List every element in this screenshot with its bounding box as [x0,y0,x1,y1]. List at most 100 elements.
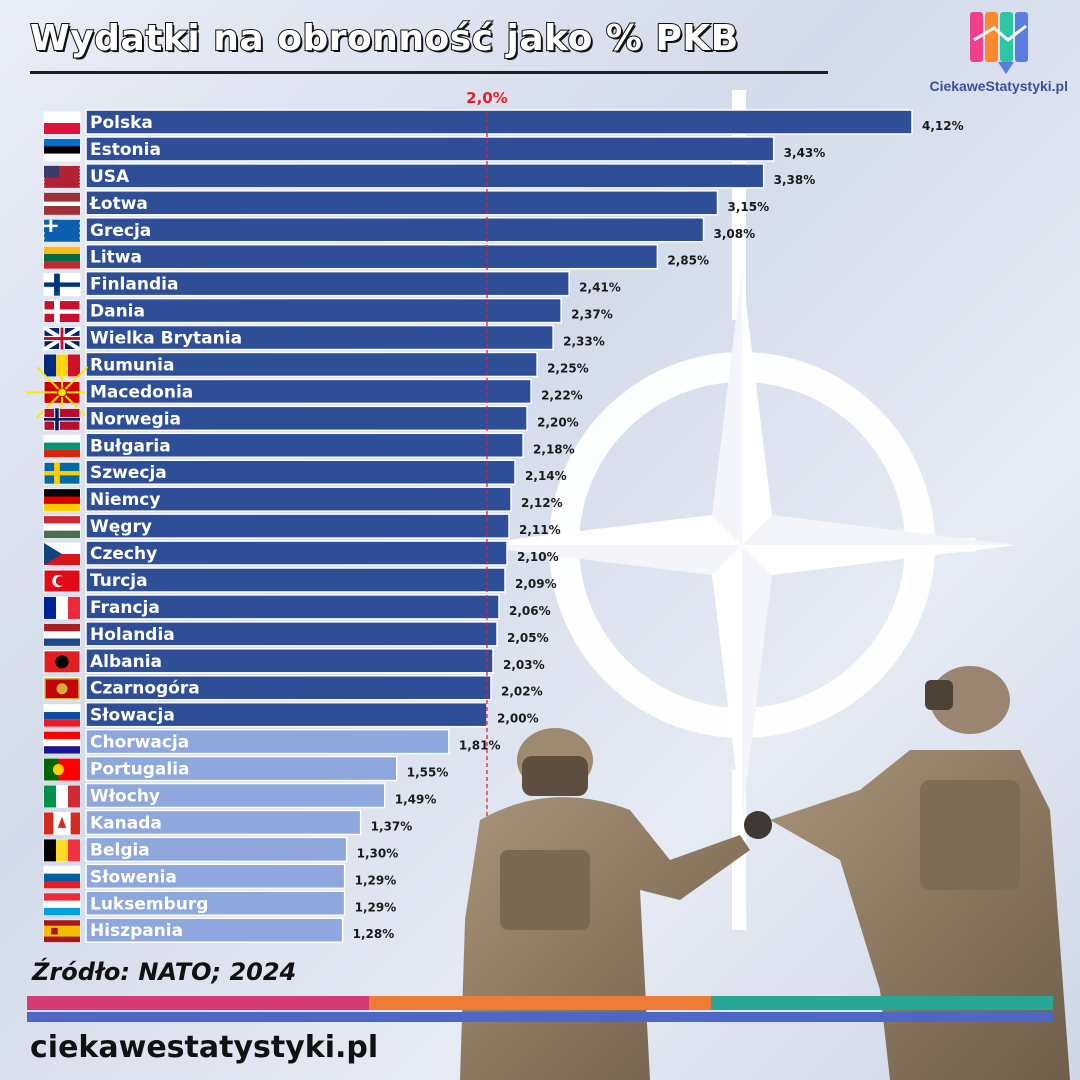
bar [85,567,506,593]
brand-logo-icon [970,12,1028,74]
flag-icon [43,811,81,835]
bar [85,594,500,620]
value-label: 2,41% [579,281,621,295]
bar [85,243,659,270]
category-label: USA [90,167,130,187]
bar [85,648,494,674]
footer-color-stripe [27,996,1053,1010]
category-label: Albania [90,652,162,672]
value-label: 1,81% [459,739,501,753]
bar [85,513,510,539]
value-label: 2,12% [521,496,563,510]
bar [85,378,532,405]
bar [85,324,554,351]
flag-icon [43,919,81,943]
category-label: Polska [90,113,153,133]
value-label: 1,49% [395,793,437,807]
flag-icon [43,488,81,512]
category-label: Szwecja [90,463,167,483]
category-label: Kanada [90,813,162,833]
bar [85,701,488,728]
flag-icon [43,623,81,647]
flag-icon [43,515,81,539]
value-label: 3,43% [784,146,826,160]
value-label: 2,05% [507,631,549,645]
bar [85,163,765,189]
category-label: Słowacja [90,706,175,726]
flag-icon [43,677,81,701]
flag-icon [43,758,81,782]
chart-title: Wydatki na obronność jako % PKB [29,17,739,60]
flag-icon [43,273,81,297]
bar [85,917,344,943]
flag-icon [42,325,82,352]
category-label: Niemcy [90,490,160,510]
category-label: Luksemburg [90,894,208,914]
bar [85,109,913,135]
category-label: Macedonia [90,382,193,402]
brand-caption: CiekaweStatystyki.pl [929,78,1068,94]
value-label: 2,10% [517,550,559,564]
value-label: 1,37% [371,819,413,833]
bar [85,297,562,324]
value-label: 1,55% [407,766,449,780]
category-label: Turcja [90,571,148,591]
bar [85,621,498,647]
stripe-segment-2 [369,996,711,1010]
category-label: Węgry [90,517,152,537]
value-label: 2,00% [497,712,539,726]
flag-icon [43,892,81,916]
category-label: Portugalia [90,760,190,780]
category-label: Chorwacja [90,733,189,753]
flag-icon [43,865,81,889]
category-label: Słowenia [90,867,177,887]
category-label: Estonia [90,140,161,160]
bar [85,890,346,917]
bar [85,405,528,432]
value-label: 1,29% [355,900,397,914]
category-label: Czechy [90,544,157,564]
flag-icon [43,192,81,216]
category-label: Dania [90,302,145,322]
value-label: 2,20% [537,415,579,429]
flag-icon [43,542,81,566]
value-label: 2,09% [515,577,557,591]
website-url[interactable]: ciekawestatystyki.pl [30,1030,379,1065]
category-label: Rumunia [90,355,174,375]
value-label: 2,14% [525,469,567,483]
category-label: Czarnogóra [90,679,200,699]
value-label: 2,03% [503,658,545,672]
bar [85,674,492,701]
value-label: 1,29% [355,873,397,887]
flag-icon [43,246,81,270]
flag-icon [43,138,81,162]
bar [85,836,348,863]
bar [85,459,516,485]
category-label: Litwa [90,248,142,268]
flag-icon [43,407,81,431]
value-label: 1,28% [353,927,395,941]
bar [85,540,508,566]
bar [85,432,524,459]
category-label: Łotwa [89,194,148,214]
bar [85,217,705,243]
category-label: Francja [90,598,160,618]
value-label: 2,06% [509,604,551,618]
flag-icon [43,731,81,755]
value-label: 3,38% [774,173,816,187]
bar [85,809,362,836]
flag-icon [43,165,81,189]
value-label: 2,22% [541,388,583,402]
value-label: 2,11% [519,523,561,537]
category-label: Finlandia [90,275,178,295]
category-label: Holandia [90,625,175,645]
flag-icon [43,785,81,808]
category-label: Grecja [90,221,151,241]
title-underline [30,71,828,74]
category-label: Norwegia [90,409,181,429]
threshold-label: 2,0% [466,89,508,107]
category-label: Włochy [90,787,160,807]
flag-icon [43,219,81,243]
